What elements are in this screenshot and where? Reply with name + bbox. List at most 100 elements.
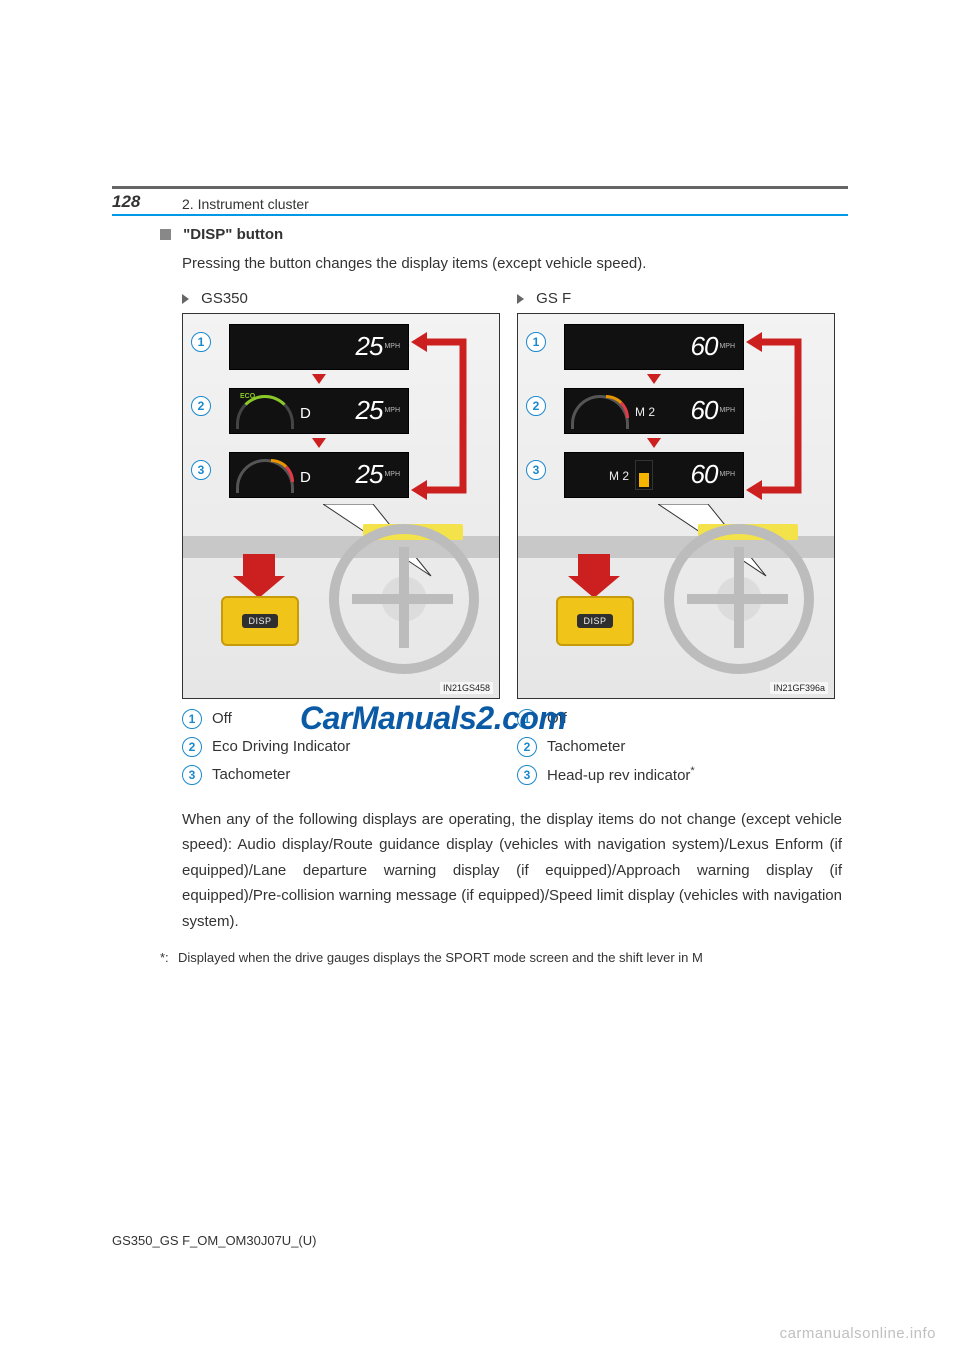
illustration-ref: IN21GS458 [440,682,493,694]
speed-value: 25 [356,395,383,426]
down-arrow-icon [312,438,326,448]
legend-text: Off [212,710,232,727]
callout-3: 3 [517,765,537,785]
legend-text: Head-up rev indicator* [547,765,695,784]
hud-screen-eco: ECO D 25MPH [229,388,409,434]
speed-value: 25 [356,331,383,362]
dashboard-drawing: DISP [183,528,499,698]
speed-value: 60 [691,459,718,490]
legend-item: 2 Eco Driving Indicator [182,737,507,757]
tachometer-gauge-icon [571,395,629,429]
legend-text: Tachometer [212,766,290,783]
site-watermark: carmanualsonline.info [780,1325,936,1342]
disp-button: DISP [221,596,299,646]
callout-3: 3 [526,460,546,480]
variant-label: GS350 [182,290,507,307]
speed-value: 25 [356,459,383,490]
triangle-bullet-icon [517,294,524,304]
callout-1: 1 [526,332,546,352]
legend-text: Eco Driving Indicator [212,738,350,755]
press-arrow-icon [243,554,285,598]
manual-page: 128 2. Instrument cluster "DISP" button … [0,0,960,1358]
hud-screen-tacho: M 2 60MPH [564,388,744,434]
legend-row: 1 Off 2 Eco Driving Indicator 3 Tachomet… [182,709,842,793]
legend-text: Off [547,710,567,727]
hud-screen-stack: 25MPH ECO D 25MPH D 25 [229,324,409,498]
variant-gsf: GS F 1 2 3 60MPH M [517,290,842,699]
gear-indicator: D [300,469,311,486]
speed-unit: MPH [719,343,735,350]
legend-gs350: 1 Off 2 Eco Driving Indicator 3 Tachomet… [182,709,507,793]
hud-screen-off: 60MPH [564,324,744,370]
footnote-text: Displayed when the drive gauges displays… [178,948,703,968]
callout-1: 1 [182,709,202,729]
content: "DISP" button Pressing the button change… [160,226,842,968]
square-bullet-icon [160,229,171,240]
steering-wheel-icon [329,524,479,674]
callout-column: 1 2 3 [526,332,546,480]
eco-gauge-icon [236,395,294,429]
disp-button: DISP [556,596,634,646]
speed-value: 60 [691,395,718,426]
cycle-arrow-icon [744,332,814,500]
speed-unit: MPH [384,407,400,414]
illustration-gsf: 1 2 3 60MPH M 2 60MPH [517,313,835,699]
hud-screen-rev: M 2 60MPH [564,452,744,498]
disp-button-label: DISP [577,614,612,628]
gear-indicator: M 2 [635,405,655,419]
footnote-mark: *: [160,948,178,968]
variant-name: GS350 [201,290,248,307]
callout-column: 1 2 3 [191,332,211,480]
illustration-gs350: 1 2 3 25MPH ECO D 25MPH [182,313,500,699]
down-arrow-icon [647,374,661,384]
speed-unit: MPH [384,471,400,478]
callout-3: 3 [191,460,211,480]
gear-indicator: M 2 [609,469,629,483]
section-title: 2. Instrument cluster [182,196,309,212]
explanatory-paragraph: When any of the following displays are o… [182,807,842,935]
callout-2: 2 [182,737,202,757]
callout-2: 2 [517,737,537,757]
variant-name: GS F [536,290,571,307]
legend-item: 3 Tachometer [182,765,507,785]
speed-unit: MPH [384,343,400,350]
legend-gsf: 1 Off 2 Tachometer 3 Head-up rev indicat… [517,709,842,793]
legend-item: 2 Tachometer [517,737,842,757]
down-arrow-icon [647,438,661,448]
speed-unit: MPH [719,407,735,414]
speed-value: 60 [691,331,718,362]
press-arrow-icon [578,554,620,598]
legend-text: Tachometer [547,738,625,755]
disp-button-label: DISP [242,614,277,628]
variant-gs350: GS350 1 2 3 25MPH ECO [182,290,507,699]
speed-unit: MPH [719,471,735,478]
hud-screen-off: 25MPH [229,324,409,370]
triangle-bullet-icon [182,294,189,304]
gear-indicator: D [300,405,311,422]
hud-screen-stack: 60MPH M 2 60MPH M 2 60MPH [564,324,744,498]
variant-row: GS350 1 2 3 25MPH ECO [182,290,842,699]
hud-screen-tacho: D 25MPH [229,452,409,498]
callout-1: 1 [517,709,537,729]
dashboard-drawing: DISP [518,528,834,698]
steering-wheel-icon [664,524,814,674]
page-number: 128 [112,192,140,212]
document-id: GS350_GS F_OM_OM30J07U_(U) [112,1233,316,1248]
callout-2: 2 [526,396,546,416]
variant-label: GS F [517,290,842,307]
legend-item: 3 Head-up rev indicator* [517,765,842,785]
header-rule [112,186,848,189]
footnote: *: Displayed when the drive gauges displ… [160,948,842,968]
subsection-title: "DISP" button [183,226,283,243]
tachometer-gauge-icon [236,459,294,493]
intro-text: Pressing the button changes the display … [182,253,842,276]
legend-item: 1 Off [182,709,507,729]
illustration-ref: IN21GF396a [770,682,828,694]
legend-item: 1 Off [517,709,842,729]
subsection-heading: "DISP" button [160,226,842,243]
rev-indicator-icon [635,460,653,490]
callout-3: 3 [182,765,202,785]
callout-1: 1 [191,332,211,352]
callout-2: 2 [191,396,211,416]
cycle-arrow-icon [409,332,479,500]
